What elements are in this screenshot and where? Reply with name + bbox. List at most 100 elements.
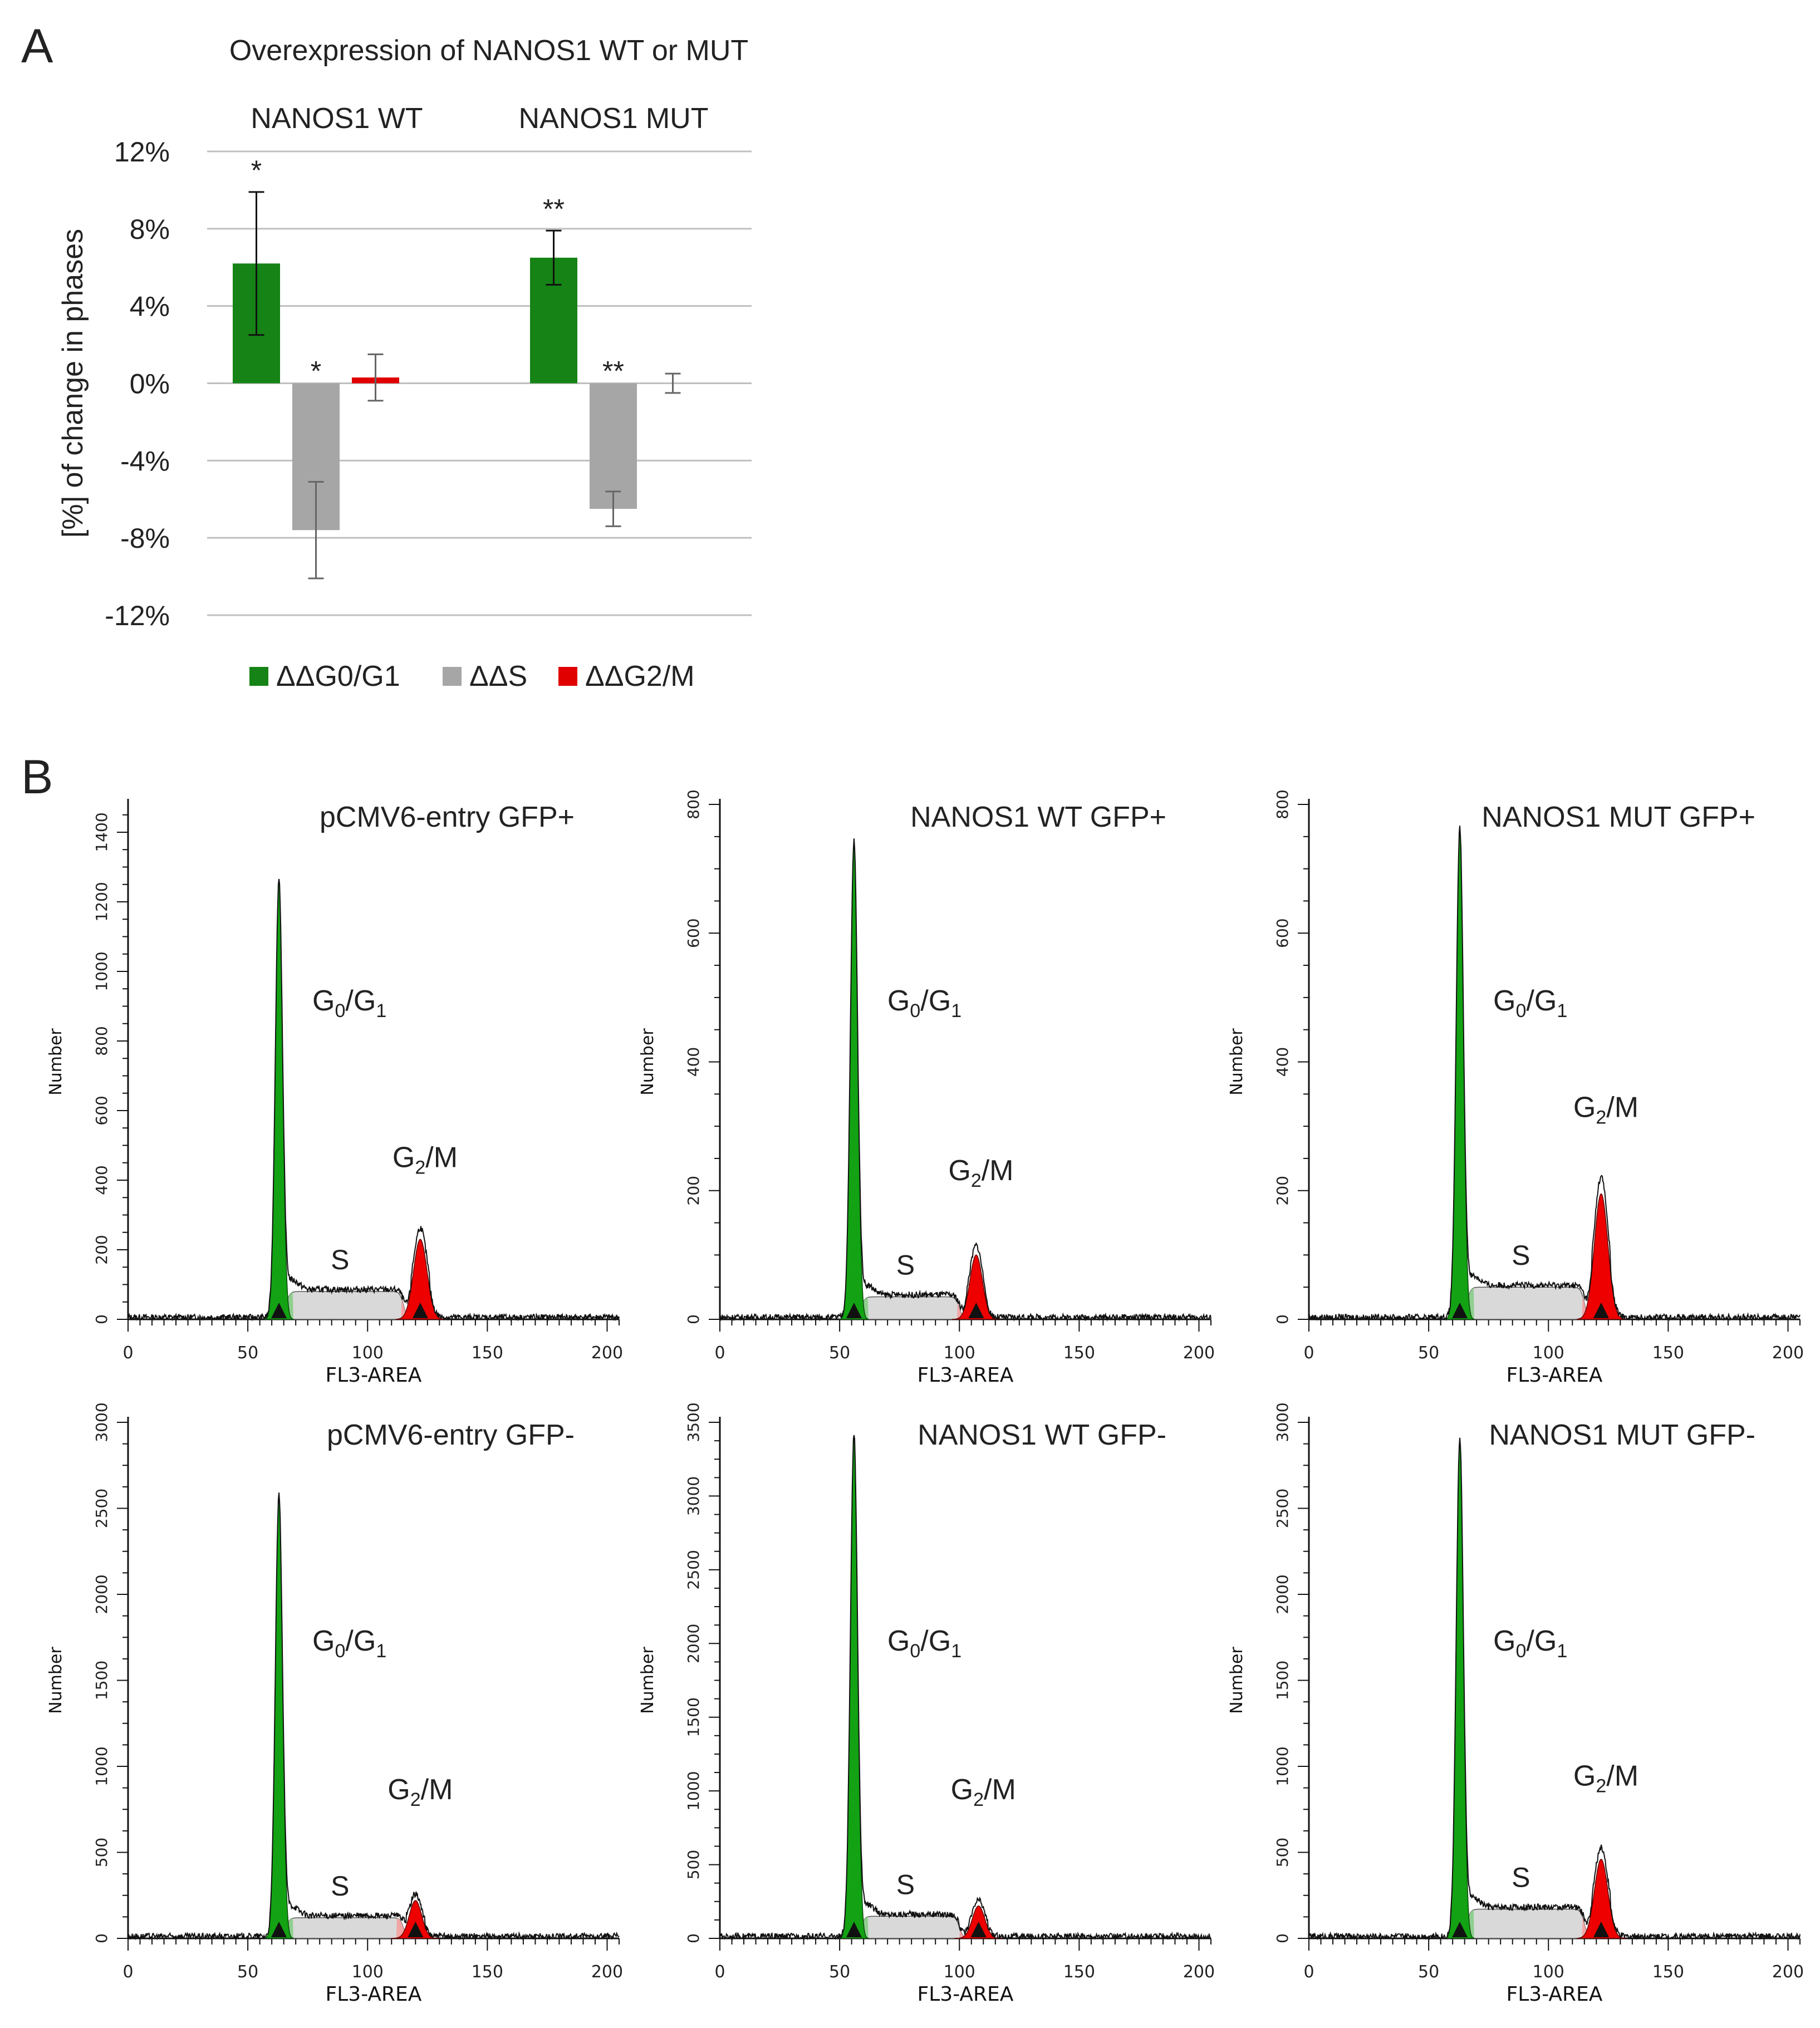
y-axis-label: Number [46, 1647, 66, 1714]
y-tick-label: 500 [1273, 1838, 1292, 1867]
s-phase-label: S [896, 1869, 915, 1900]
x-tick-label: 100 [944, 1343, 975, 1363]
y-tick-label: 2000 [684, 1624, 703, 1663]
y-tick-label: 0 [1273, 1314, 1292, 1324]
x-tick-label: 100 [352, 1343, 384, 1363]
y-tick-label: 1500 [92, 1661, 111, 1700]
y-axis-label: Number [46, 1028, 66, 1096]
peak-marker [271, 1303, 287, 1318]
histogram-title: NANOS1 MUT GFP- [1489, 1419, 1755, 1451]
legend-label: ΔΔG2/M [585, 660, 695, 693]
g0g1-peak [1445, 830, 1475, 1320]
x-tick-label: 200 [591, 1343, 623, 1363]
y-tick-label: 0% [130, 369, 170, 400]
legend-label: ΔΔS [469, 660, 527, 693]
y-tick-label: 1400 [92, 812, 111, 852]
g2m-label: G2/M [1573, 1092, 1639, 1128]
g2m-label: G2/M [948, 1155, 1013, 1191]
y-tick-label: 0 [1273, 1933, 1292, 1943]
x-tick-label: 50 [1418, 1343, 1439, 1363]
x-tick-label: 150 [1063, 1962, 1095, 1982]
histogram-chart: 0 50 100 150 200 0 200 400 600 800 Number FL3-AREA N… [1227, 789, 1804, 1387]
g0g1-peak [264, 1497, 294, 1939]
g0g1-label: G0/G1 [312, 1625, 386, 1662]
peak-marker [970, 1922, 987, 1937]
g0g1-peak [1445, 1439, 1475, 1939]
y-tick-label: 12% [114, 136, 170, 168]
y-tick-label: 1200 [92, 882, 111, 921]
x-axis-label: FL3-AREA [918, 1983, 1014, 2006]
histogram-title: pCMV6-entry GFP+ [320, 801, 575, 833]
x-tick-label: 0 [122, 1962, 133, 1982]
x-axis-label: FL3-AREA [326, 1983, 422, 2006]
x-axis-label: FL3-AREA [1507, 1364, 1603, 1387]
total-histogram-line [1308, 1437, 1801, 1941]
y-tick-label: 3000 [1273, 1402, 1292, 1442]
total-histogram-line [127, 878, 620, 1322]
histogram-title: NANOS1 WT GFP+ [910, 801, 1166, 833]
total-histogram-line [1308, 826, 1801, 1322]
y-tick-label: -12% [105, 600, 170, 631]
g0g1-peak [839, 1437, 869, 1939]
y-axis-label: Number [638, 1647, 658, 1714]
x-tick-label: 150 [1063, 1343, 1095, 1363]
group-label: NANOS1 MUT [519, 102, 709, 135]
x-tick-label: 50 [237, 1343, 258, 1363]
s-phase-label: S [1512, 1862, 1530, 1893]
y-tick-label: 600 [684, 919, 703, 948]
histogram-chart: 0 50 100 150 200 0 200 400 600 800 1000 1200 1400 Num… [46, 799, 623, 1387]
g0g1-peak [839, 843, 869, 1320]
panel-label-a: A [21, 19, 53, 73]
y-axis-label: [%] of change in phases [57, 229, 89, 538]
y-tick-label: 200 [1273, 1176, 1292, 1205]
x-tick-label: 100 [1533, 1343, 1564, 1363]
y-tick-label: 800 [684, 789, 703, 819]
x-tick-label: 0 [122, 1343, 133, 1363]
g0g1-label: G0/G1 [887, 985, 961, 1022]
x-tick-label: 100 [944, 1962, 975, 1982]
group-label: NANOS1 WT [251, 102, 423, 135]
x-tick-label: 200 [1772, 1962, 1804, 1982]
y-axis-label: Number [638, 1028, 658, 1096]
y-tick-label: 1500 [684, 1697, 703, 1737]
y-tick-label: 500 [92, 1838, 111, 1867]
y-tick-label: 1000 [92, 951, 111, 991]
peak-marker [1452, 1922, 1468, 1937]
x-axis-label: FL3-AREA [918, 1364, 1014, 1387]
legend-swatch [443, 667, 462, 686]
y-tick-label: 400 [1273, 1047, 1292, 1077]
peak-marker [271, 1922, 287, 1937]
s-phase-area [271, 1917, 419, 1939]
y-tick-label: 2000 [1273, 1574, 1292, 1614]
x-tick-label: 0 [714, 1962, 725, 1982]
s-phase-label: S [1512, 1240, 1530, 1271]
x-tick-label: 50 [829, 1962, 850, 1982]
x-tick-label: 200 [1183, 1343, 1215, 1363]
s-phase-area [271, 1291, 419, 1320]
y-tick-label: 2500 [92, 1489, 111, 1528]
y-tick-label: 2500 [684, 1550, 703, 1589]
g2m-label: G2/M [387, 1774, 453, 1810]
y-tick-label: 800 [92, 1026, 111, 1055]
y-tick-label: 500 [684, 1850, 703, 1879]
legend-swatch [558, 667, 577, 686]
x-tick-label: 150 [472, 1343, 503, 1363]
y-tick-label: 600 [92, 1096, 111, 1125]
histogram-title: NANOS1 WT GFP- [918, 1419, 1166, 1451]
x-axis-label: FL3-AREA [1507, 1983, 1603, 2006]
y-tick-label: 0 [684, 1933, 703, 1943]
s-phase-label: S [331, 1244, 349, 1275]
histogram-chart: 0 50 100 150 200050010001500200025003000Numb… [1227, 1402, 1804, 2006]
total-histogram-line [127, 1492, 620, 1941]
x-tick-label: 100 [1533, 1962, 1564, 1982]
g2m-label: G2/M [393, 1141, 458, 1178]
y-tick-label: 1500 [1273, 1661, 1292, 1700]
x-tick-label: 200 [591, 1962, 623, 1982]
y-tick-label: 4% [130, 291, 170, 322]
g0g1-peak [264, 881, 294, 1320]
y-tick-label: 1000 [92, 1746, 111, 1786]
x-tick-label: 150 [1652, 1343, 1684, 1363]
g0g1-label: G0/G1 [1493, 1625, 1567, 1662]
peak-marker [1593, 1303, 1609, 1318]
